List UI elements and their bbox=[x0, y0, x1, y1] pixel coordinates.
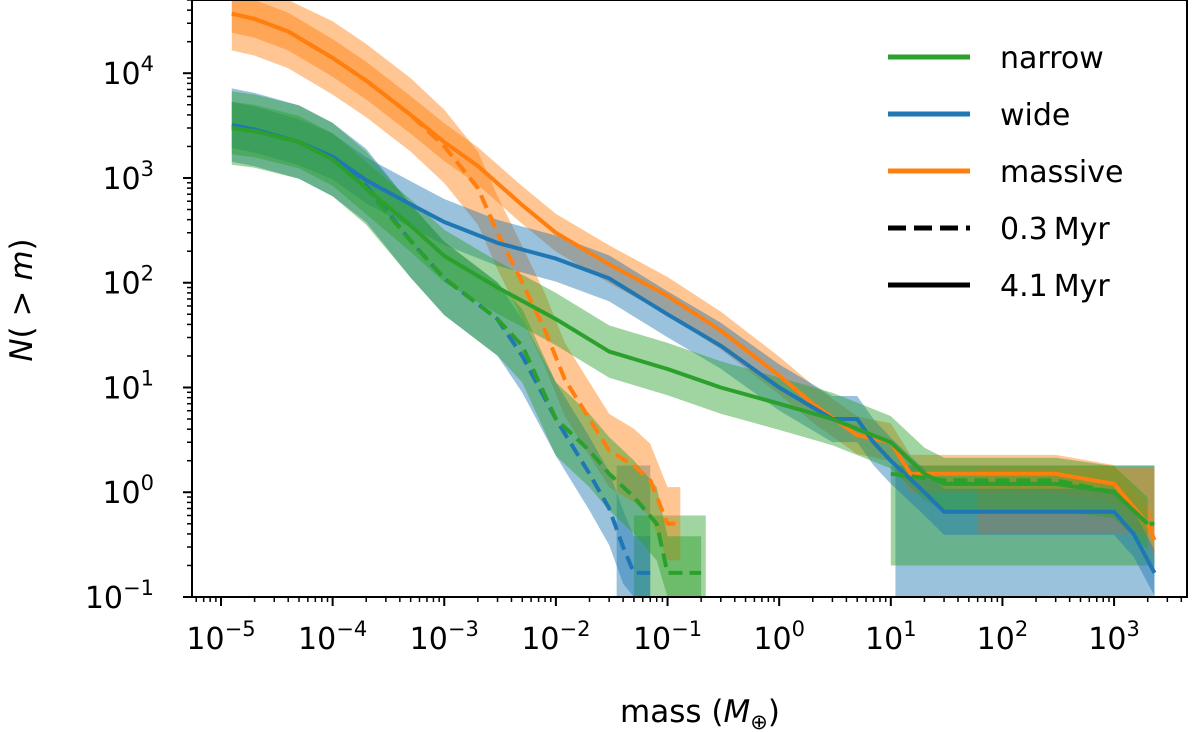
x-tick-label: 101 bbox=[865, 617, 917, 657]
legend-label-4: 4.1 Myr bbox=[1000, 269, 1110, 304]
line-massive-03-Myr bbox=[231, 11, 681, 526]
legend-label-2: massive bbox=[1000, 155, 1123, 190]
legend-label-0: narrow bbox=[1000, 41, 1104, 76]
y-axis-ticks: 10−1 100 101 102 103 104 bbox=[85, 0, 192, 616]
line-wide-41-Myr bbox=[231, 123, 1157, 574]
line-narrow-03-Myr bbox=[231, 126, 702, 575]
x-tick-label: 10−1 bbox=[633, 617, 702, 657]
legend-label-3: 0.3 Myr bbox=[1000, 212, 1110, 247]
y-tick-label: 100 bbox=[102, 471, 154, 511]
y-tick-label: 103 bbox=[102, 157, 154, 197]
y-tick-label: 102 bbox=[102, 262, 154, 302]
x-tick-label: 103 bbox=[1088, 617, 1140, 657]
band-massive-41-Myr bbox=[231, 0, 1155, 559]
x-axis-label: mass (M⊕) bbox=[620, 694, 780, 732]
series-lines bbox=[231, 11, 1157, 575]
x-tick-label: 10−3 bbox=[410, 617, 479, 657]
x-tick-label: 10−4 bbox=[298, 617, 367, 657]
x-axis-ticks: 10−5 10−4 10−3 10−2 10−1 100 101 102 103 bbox=[186, 597, 1183, 657]
legend-label-1: wide bbox=[1000, 98, 1070, 133]
band-wide-tail-band bbox=[895, 465, 1155, 597]
line-narrow-41-Myr bbox=[231, 126, 1150, 526]
x-tick-label: 100 bbox=[753, 617, 805, 657]
y-tick-label: 10−1 bbox=[85, 576, 154, 616]
x-tick-label: 10−5 bbox=[186, 617, 255, 657]
x-tick-label: 10−2 bbox=[521, 617, 590, 657]
y-tick-label: 101 bbox=[102, 366, 154, 406]
y-tick-label: 104 bbox=[102, 52, 154, 92]
legend: narrow wide massive 0.3 Myr 4.1 Myr bbox=[888, 41, 1123, 304]
line-narrow-03-Myr-tail bbox=[890, 471, 1155, 526]
band-narrow-41-Myr bbox=[231, 101, 1148, 551]
band-narrow-low-mass-tail-band bbox=[633, 515, 706, 597]
y-axis-label: N( > m) bbox=[4, 238, 40, 361]
x-tick-label: 102 bbox=[977, 617, 1029, 657]
band-massive-03-Myr bbox=[231, 0, 681, 561]
band-wide-03-Myr bbox=[231, 88, 651, 598]
line-massive-41-Myr bbox=[231, 11, 1157, 541]
band-narrow-03-Myr bbox=[231, 91, 702, 598]
